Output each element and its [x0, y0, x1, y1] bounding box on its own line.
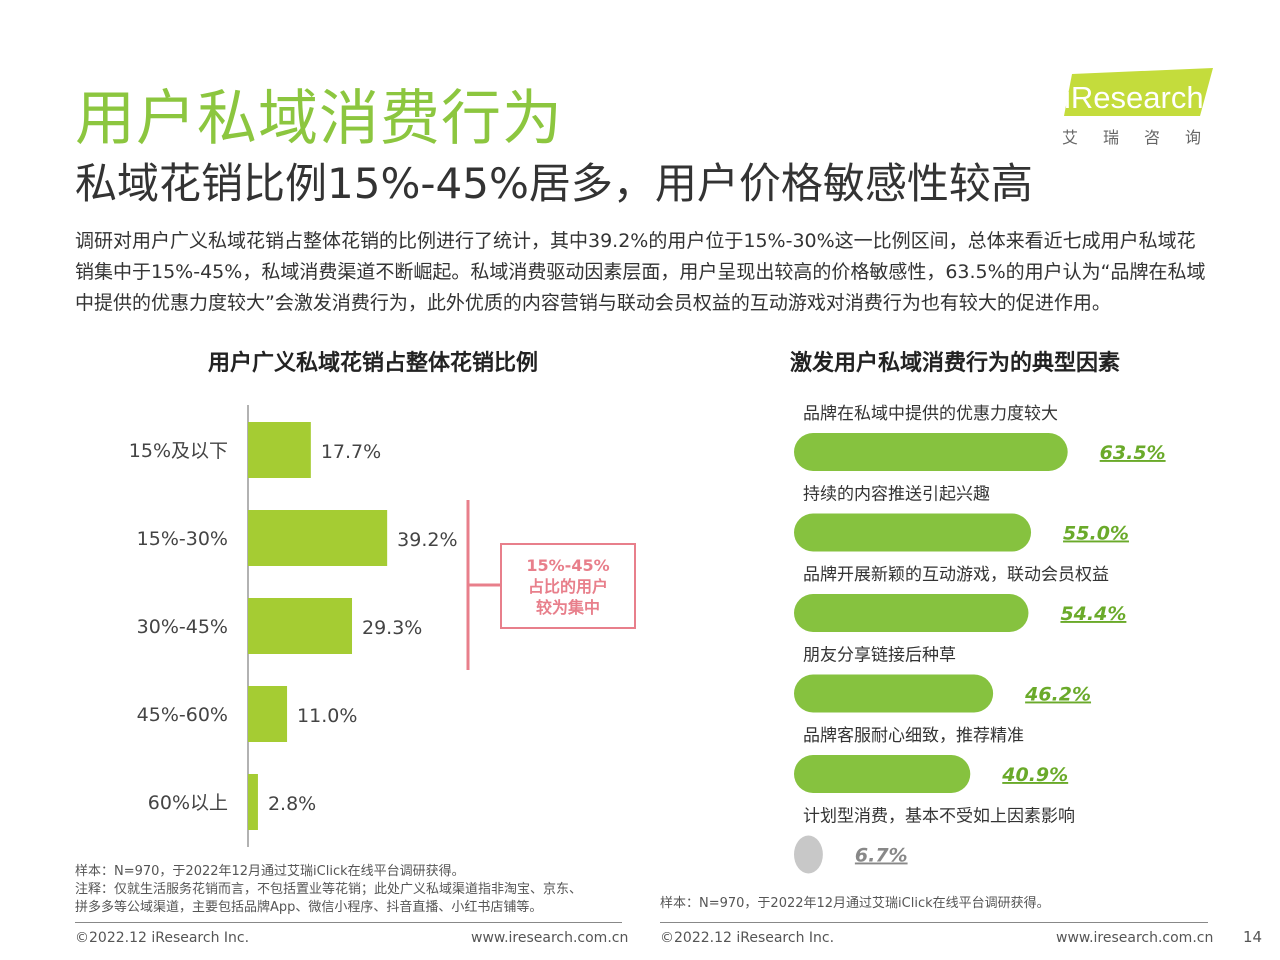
left-remark-note-2: 拼多多等公域渠道，主要包括品牌App、微信小程序、抖音直播、小红书店铺等。 [75, 900, 543, 915]
left-category-label-3: 45%-60% [137, 704, 228, 726]
right-bar-3 [794, 674, 994, 713]
right-value-label-0: 63.5% [1100, 442, 1166, 464]
right-bar-2 [794, 594, 1029, 632]
left-value-label-2: 29.3% [362, 617, 422, 639]
concentration-callout: 15%-45% 占比的用户 较为集中 [500, 543, 636, 629]
drivers-bar-chart: 品牌在私域中提供的优惠力度较大 63.5% 持续的内容推送引起兴趣 55.0% 品牌开展… [794, 404, 1166, 874]
left-bar-2 [248, 598, 353, 654]
spend-ratio-bar-chart: 15%及以下 17.7% 15%-30% 39.2% 30%-45% 29.3% 45%-6… [129, 405, 458, 847]
right-bar-0 [794, 433, 1068, 471]
footer-copyright-right: ©2022.12 iResearch Inc. [660, 930, 835, 946]
right-value-label-4: 40.9% [1001, 764, 1068, 786]
left-value-label-1: 39.2% [397, 529, 457, 551]
right-sample-note: 样本：N=970，于2022年12月通过艾瑞iClick在线平台调研获得。 [660, 896, 1050, 911]
left-bar-0 [248, 422, 311, 478]
right-category-label-5: 计划型消费，基本不受如上因素影响 [803, 807, 1075, 827]
callout-line-1: 15%-45% [526, 556, 610, 575]
footer-url-left[interactable]: www.iresearch.com.cn [471, 930, 629, 946]
footer-divider-left [75, 922, 622, 923]
intro-paragraph: 调研对用户广义私域花销占整体花销的比例进行了统计，其中39.2%的用户位于15%… [75, 230, 1206, 314]
left-value-label-0: 17.7% [321, 441, 381, 463]
page-subtitle: 私域花销比例15%-45%居多，用户价格敏感性较高 [75, 159, 1033, 208]
iresearch-logo: iResearch [1060, 66, 1215, 121]
right-category-label-3: 朋友分享链接后种草 [803, 646, 956, 666]
footer-copyright-left: ©2022.12 iResearch Inc. [75, 930, 250, 946]
right-bar-5 [794, 835, 823, 874]
left-bar-1 [248, 510, 388, 566]
left-value-label-4: 2.8% [268, 793, 316, 815]
right-category-label-2: 品牌开展新颖的互动游戏，联动会员权益 [803, 565, 1109, 585]
callout-line-3: 较为集中 [535, 598, 600, 617]
right-category-label-1: 持续的内容推送引起兴趣 [803, 485, 990, 505]
left-category-label-4: 60%以上 [148, 792, 228, 814]
right-category-label-4: 品牌客服耐心细致，推荐精准 [803, 726, 1024, 746]
left-category-label-2: 30%-45% [137, 616, 228, 638]
right-category-label-0: 品牌在私域中提供的优惠力度较大 [803, 404, 1058, 424]
footer-divider-right [660, 922, 1208, 923]
page-title: 用户私域消费行为 [75, 84, 563, 154]
callout-line-2: 占比的用户 [527, 577, 608, 596]
left-category-label-0: 15%及以下 [129, 440, 228, 462]
left-category-label-1: 15%-30% [137, 528, 228, 550]
callout-bracket [466, 500, 502, 670]
right-value-label-3: 46.2% [1024, 684, 1091, 706]
left-remark-note-1: 注释：仅就生活服务花销而言，不包括置业等花销；此处广义私域渠道指非淘宝、京东、 [75, 882, 583, 897]
left-bar-4 [248, 774, 258, 830]
left-bar-3 [248, 686, 288, 742]
logo-chinese-text: 艾瑞咨询 [1062, 128, 1227, 147]
right-bar-1 [794, 513, 1032, 552]
right-value-label-2: 54.4% [1060, 603, 1126, 625]
right-chart-title: 激发用户私域消费行为的典型因素 [790, 351, 1121, 376]
footer-url-right[interactable]: www.iresearch.com.cn [1056, 930, 1214, 946]
right-value-label-1: 55.0% [1063, 523, 1129, 545]
right-value-label-5: 6.7% [855, 845, 908, 867]
logo-text: iResearch [1064, 80, 1204, 115]
page-number: 14 [1243, 928, 1263, 946]
left-value-label-3: 11.0% [297, 705, 357, 727]
left-sample-note: 样本：N=970，于2022年12月通过艾瑞iClick在线平台调研获得。 [75, 864, 465, 879]
logo-graphic: iResearch [1064, 68, 1213, 116]
left-chart-title: 用户广义私域花销占整体花销比例 [208, 351, 539, 376]
right-bar-4 [794, 755, 971, 793]
